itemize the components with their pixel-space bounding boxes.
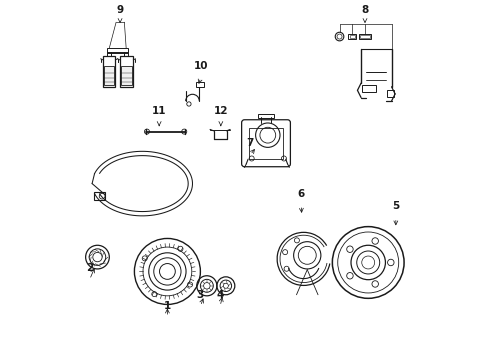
Bar: [94, 192, 104, 200]
Text: 8: 8: [361, 5, 368, 15]
Text: 11: 11: [152, 106, 166, 116]
Text: 5: 5: [391, 201, 399, 211]
Bar: [107, 48, 128, 53]
Text: 4: 4: [216, 290, 224, 300]
Bar: [196, 82, 203, 87]
Bar: [360, 35, 369, 39]
Text: 9: 9: [116, 5, 123, 15]
Bar: [248, 128, 283, 159]
Bar: [386, 90, 393, 97]
Bar: [349, 35, 355, 39]
Text: 7: 7: [246, 139, 253, 148]
Text: 1: 1: [163, 301, 171, 311]
Text: 6: 6: [297, 189, 304, 199]
Text: 3: 3: [196, 290, 203, 300]
Text: 10: 10: [193, 61, 207, 71]
Bar: [348, 34, 356, 40]
Bar: [121, 66, 132, 85]
Bar: [258, 114, 273, 118]
Bar: [104, 66, 114, 85]
Bar: [359, 34, 370, 40]
Bar: [362, 85, 376, 92]
Text: 2: 2: [86, 263, 93, 273]
Text: 12: 12: [213, 106, 227, 116]
